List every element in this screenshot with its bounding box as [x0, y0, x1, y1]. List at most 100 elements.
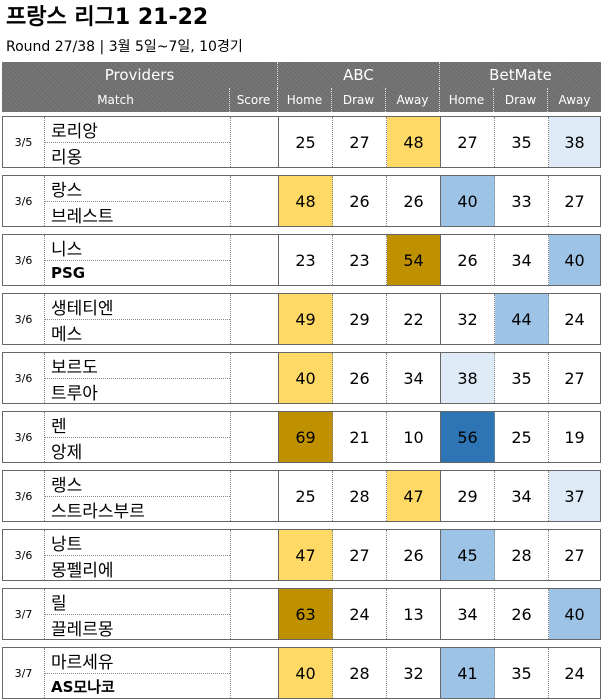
- abc-draw-odds: 26: [333, 353, 387, 403]
- betmate-away-odds: 24: [549, 648, 600, 698]
- home-team: 로리앙: [45, 117, 230, 143]
- table-row: 3/6 생테티엔 메스 49 29 22 32 44 24: [2, 293, 601, 345]
- betmate-home-odds: 27: [441, 117, 495, 167]
- match-date: 3/6: [3, 235, 45, 285]
- abc-home-odds: 63: [279, 589, 333, 639]
- betmate-away-odds: 19: [549, 412, 600, 462]
- match-teams: 마르세유 AS모나코: [45, 648, 231, 698]
- abc-away-odds: 54: [387, 235, 441, 285]
- score-cell: [231, 471, 279, 521]
- away-team: 스트라스부르: [51, 502, 145, 522]
- match-date: 3/6: [3, 353, 45, 403]
- abc-home-odds: 23: [279, 235, 333, 285]
- away-team: 브레스트: [51, 207, 114, 227]
- score-cell: [231, 176, 279, 226]
- betmate-home-odds: 56: [441, 412, 495, 462]
- header-row-columns: Match Score Home Draw Away Home Draw Awa…: [2, 88, 601, 112]
- table-row: 3/7 릴 끌레르몽 63 24 13 34 26 40: [2, 588, 601, 640]
- betmate-draw-odds: 44: [495, 294, 549, 344]
- match-date: 3/7: [3, 648, 45, 698]
- betmate-draw-odds: 35: [495, 353, 549, 403]
- provider-betmate-header: BetMate: [489, 66, 552, 84]
- away-team: 끌레르몽: [51, 620, 114, 640]
- away-team: 몽펠리에: [51, 561, 114, 581]
- match-teams: 릴 끌레르몽: [45, 589, 231, 640]
- score-cell: [231, 589, 279, 639]
- away-team: AS모나코: [51, 677, 115, 696]
- betmate-away-odds: 38: [549, 117, 600, 167]
- abc-away-odds: 26: [387, 176, 441, 226]
- home-team: 랑스: [45, 176, 230, 202]
- betmate-home-odds: 38: [441, 353, 495, 403]
- abc-draw-odds: 26: [333, 176, 387, 226]
- betmate-away-odds: 40: [549, 235, 600, 285]
- betmate-draw-odds: 35: [495, 648, 549, 698]
- betmate-away-odds: 37: [549, 471, 600, 521]
- betmate-draw-odds: 33: [495, 176, 549, 226]
- provider-abc-header: ABC: [278, 62, 440, 88]
- abc-draw-odds: 27: [333, 117, 387, 167]
- score-cell: [231, 648, 279, 698]
- match-date: 3/7: [3, 589, 45, 639]
- betmate-away-header: Away: [558, 93, 591, 107]
- betmate-draw-odds: 34: [495, 235, 549, 285]
- betmate-away-odds: 27: [549, 353, 600, 403]
- betmate-home-odds: 41: [441, 648, 495, 698]
- abc-away-odds: 13: [387, 589, 441, 639]
- table-row: 3/6 낭트 몽펠리에 47 27 26 45 28 27: [2, 529, 601, 581]
- abc-draw-odds: 21: [333, 412, 387, 462]
- betmate-away-odds: 27: [549, 530, 600, 580]
- match-teams: 니스 PSG: [45, 235, 231, 285]
- abc-home-odds: 25: [279, 471, 333, 521]
- match-teams: 렌 앙제: [45, 412, 231, 463]
- abc-draw-odds: 28: [333, 471, 387, 521]
- abc-away-odds: 34: [387, 353, 441, 403]
- abc-away-odds: 48: [387, 117, 441, 167]
- match-teams: 로리앙 리옹: [45, 117, 231, 168]
- home-team: 니스: [45, 235, 230, 261]
- abc-draw-odds: 28: [333, 648, 387, 698]
- betmate-draw-odds: 34: [495, 471, 549, 521]
- betmate-draw-odds: 35: [495, 117, 549, 167]
- betmate-draw-odds: 28: [495, 530, 549, 580]
- abc-home-odds: 25: [279, 117, 333, 167]
- abc-away-header: Away: [386, 88, 440, 112]
- match-date: 3/6: [3, 412, 45, 462]
- score-cell: [231, 117, 279, 167]
- table-row: 3/6 니스 PSG 23 23 54 26 34 40: [2, 234, 601, 286]
- betmate-draw-odds: 26: [495, 589, 549, 639]
- table-row: 3/5 로리앙 리옹 25 27 48 27 35 38: [2, 116, 601, 168]
- abc-draw-odds: 24: [333, 589, 387, 639]
- match-date: 3/6: [3, 471, 45, 521]
- betmate-home-odds: 45: [441, 530, 495, 580]
- match-date: 3/5: [3, 117, 45, 167]
- providers-header: Providers: [2, 62, 278, 88]
- betmate-home-odds: 32: [441, 294, 495, 344]
- away-team: 앙제: [51, 443, 83, 463]
- abc-home-odds: 48: [279, 176, 333, 226]
- betmate-home-odds: 40: [441, 176, 495, 226]
- match-header: Match: [2, 88, 230, 112]
- abc-away-odds: 47: [387, 471, 441, 521]
- score-header: Score: [230, 88, 278, 112]
- betmate-away-odds: 24: [549, 294, 600, 344]
- home-team: 랭스: [45, 471, 230, 497]
- betmate-away-odds: 27: [549, 176, 600, 226]
- abc-home-odds: 49: [279, 294, 333, 344]
- betmate-home-odds: 29: [441, 471, 495, 521]
- home-team: 보르도: [45, 353, 230, 379]
- abc-away-odds: 10: [387, 412, 441, 462]
- abc-home-header: Home: [278, 88, 332, 112]
- away-team: 트루아: [51, 384, 98, 404]
- home-team: 생테티엔: [45, 294, 230, 320]
- betmate-home-header: Home: [440, 88, 494, 112]
- abc-away-odds: 22: [387, 294, 441, 344]
- away-team: 메스: [51, 325, 83, 345]
- abc-home-odds: 40: [279, 353, 333, 403]
- abc-draw-header: Draw: [332, 88, 386, 112]
- betmate-draw-odds: 25: [495, 412, 549, 462]
